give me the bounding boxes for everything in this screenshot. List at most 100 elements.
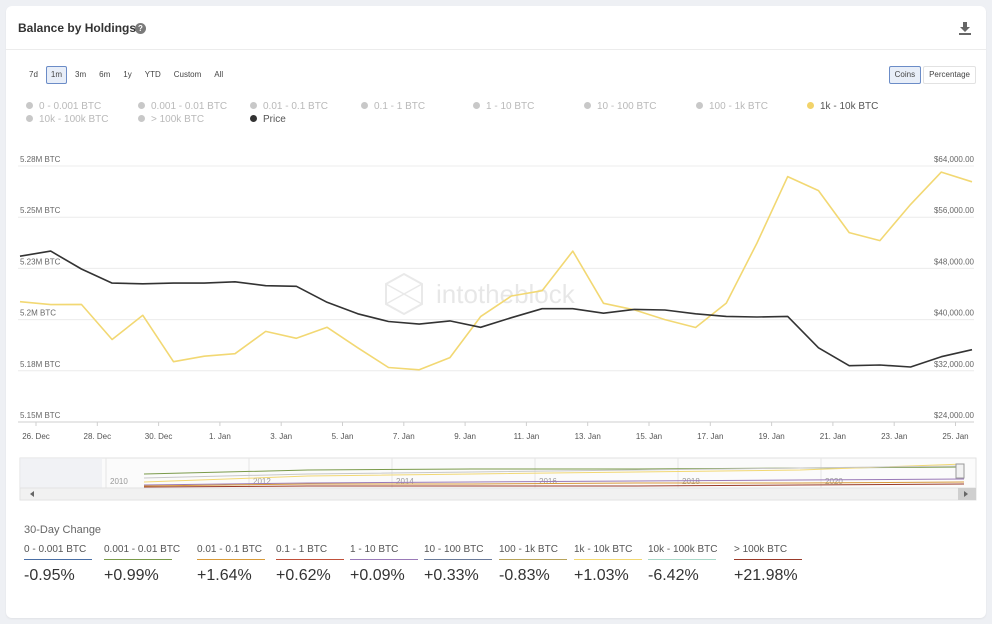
y-left-tick-label: 5.15M BTC <box>20 411 61 420</box>
legend-item[interactable]: 0.01 - 0.1 BTC <box>250 101 328 112</box>
navigator-year-label: 2018 <box>682 477 700 486</box>
range-1y-button[interactable]: 1y <box>118 66 137 84</box>
legend-dot <box>473 102 480 109</box>
chart-grid <box>18 165 974 423</box>
change-color-line <box>197 559 265 560</box>
change-label: 0.1 - 1 BTC <box>276 544 328 555</box>
navigator-series <box>143 478 965 486</box>
navigator-series <box>143 481 965 487</box>
watermark: intotheblock <box>385 272 576 316</box>
balance-by-holdings-card: Balance by Holdings ? 7d 1m 3m 6m 1y YTD… <box>6 6 986 618</box>
legend-label: 0.001 - 0.01 BTC <box>151 101 228 112</box>
change-item: 1k - 10k BTC +1.03% <box>574 544 644 585</box>
range-custom-button[interactable]: Custom <box>168 66 207 84</box>
legend-dot <box>361 102 368 109</box>
legend-item[interactable]: Price <box>250 114 286 125</box>
legend-dot <box>26 115 33 122</box>
y-left-tick-label: 5.28M BTC <box>20 155 61 164</box>
change-value: +0.62% <box>276 567 331 584</box>
series-line-1k-10k-btc <box>19 171 973 371</box>
download-icon[interactable] <box>958 21 972 35</box>
y-right-tick-label: $48,000.00 <box>934 257 975 266</box>
legend-label: 10k - 100k BTC <box>39 114 109 125</box>
help-icon[interactable]: ? <box>135 23 146 34</box>
legend-item[interactable]: > 100k BTC <box>138 114 204 125</box>
scroll-right-arrow-icon <box>964 491 968 497</box>
change-title: 30-Day Change <box>24 524 102 536</box>
x-tick-label: 11. Jan <box>514 432 540 441</box>
legend-label: 100 - 1k BTC <box>709 101 768 112</box>
card-title: Balance by Holdings <box>18 21 137 35</box>
change-label: 0.01 - 0.1 BTC <box>197 544 263 555</box>
range-1m-button[interactable]: 1m <box>45 66 68 84</box>
change-color-line <box>424 559 492 560</box>
change-label: 1 - 10 BTC <box>350 544 399 555</box>
x-axis: 26. Dec 28. Dec 30. Dec 1. Jan 3. Jan 5. Jan 7… <box>22 422 969 441</box>
legend-dot <box>584 102 591 109</box>
change-color-line <box>574 559 642 560</box>
range-all-button[interactable]: All <box>209 66 229 84</box>
navigator-series <box>143 465 965 479</box>
legend-label: 10 - 100 BTC <box>597 101 657 112</box>
watermark-logo-icon <box>385 272 423 316</box>
balance-chart[interactable]: intotheblock 5.28M BTC 5.25M BTC 5.23M BTC… <box>6 136 986 576</box>
range-6m-button[interactable]: 6m <box>94 66 116 84</box>
change-label: 0 - 0.001 BTC <box>24 544 87 555</box>
legend-label: Price <box>263 114 286 125</box>
legend-item[interactable]: 0.1 - 1 BTC <box>361 101 425 112</box>
legend-item[interactable]: 10k - 100k BTC <box>26 114 108 125</box>
y-right-tick-label: $64,000.00 <box>934 155 975 164</box>
x-tick-label: 13. Jan <box>575 432 601 441</box>
percentage-mode-button[interactable]: Percentage <box>923 66 976 84</box>
change-color-line <box>24 559 92 560</box>
legend-label: 0 - 0.001 BTC <box>39 101 102 112</box>
x-tick-label: 9. Jan <box>454 432 476 441</box>
range-3m-button[interactable]: 3m <box>70 66 92 84</box>
legend-label: 1 - 10 BTC <box>486 101 535 112</box>
watermark-text: intotheblock <box>436 279 576 309</box>
change-color-line <box>499 559 567 560</box>
y-axis-right: $64,000.00 $56,000.00 $48,000.00 $40,000.00… <box>934 155 975 420</box>
legend-item[interactable]: 0 - 0.001 BTC <box>26 101 101 112</box>
y-left-tick-label: 5.2M BTC <box>20 309 56 318</box>
change-value: +1.64% <box>197 567 252 584</box>
range-ytd-button[interactable]: YTD <box>139 66 166 84</box>
change-item: 100 - 1k BTC -0.83% <box>499 544 569 585</box>
series-line-price <box>19 250 973 368</box>
navigator-handle <box>955 463 965 479</box>
change-color-line <box>734 559 802 560</box>
change-label: 1k - 10k BTC <box>574 544 633 555</box>
legend-item[interactable]: 100 - 1k BTC <box>696 101 768 112</box>
x-tick-label: 1. Jan <box>209 432 231 441</box>
x-tick-label: 17. Jan <box>697 432 723 441</box>
change-label: 0.001 - 0.01 BTC <box>104 544 181 555</box>
change-value: -0.95% <box>24 567 75 584</box>
y-axis-left: 5.28M BTC 5.25M BTC 5.23M BTC 5.2M BTC 5.18M… <box>20 155 61 420</box>
x-tick-label: 21. Jan <box>820 432 846 441</box>
range-7d-button[interactable]: 7d <box>24 66 43 84</box>
range-selector: 7d 1m 3m 6m 1y YTD Custom All <box>24 66 229 84</box>
navigator-scrollbar <box>19 487 977 501</box>
legend-item[interactable]: 1k - 10k BTC <box>807 101 878 112</box>
change-value: -6.42% <box>648 567 699 584</box>
change-color-line <box>104 559 172 560</box>
coins-mode-button[interactable]: Coins <box>888 66 922 84</box>
legend-item[interactable]: 1 - 10 BTC <box>473 101 534 112</box>
navigator-series <box>143 483 965 488</box>
y-left-tick-label: 5.18M BTC <box>20 360 61 369</box>
navigator-year-label: 2012 <box>253 477 271 486</box>
x-tick-label: 19. Jan <box>758 432 784 441</box>
change-color-line <box>648 559 716 560</box>
x-tick-label: 3. Jan <box>270 432 292 441</box>
x-tick-label: 25. Jan <box>942 432 968 441</box>
legend-item[interactable]: 10 - 100 BTC <box>584 101 656 112</box>
change-value: +1.03% <box>574 567 629 584</box>
change-item: 0 - 0.001 BTC -0.95% <box>24 544 94 585</box>
navigator-series <box>143 463 965 483</box>
x-tick-label: 5. Jan <box>332 432 354 441</box>
x-tick-label: 15. Jan <box>636 432 662 441</box>
y-right-tick-label: $32,000.00 <box>934 360 975 369</box>
navigator-mask <box>20 458 102 488</box>
legend-item[interactable]: 0.001 - 0.01 BTC <box>138 101 227 112</box>
change-color-line <box>350 559 418 560</box>
